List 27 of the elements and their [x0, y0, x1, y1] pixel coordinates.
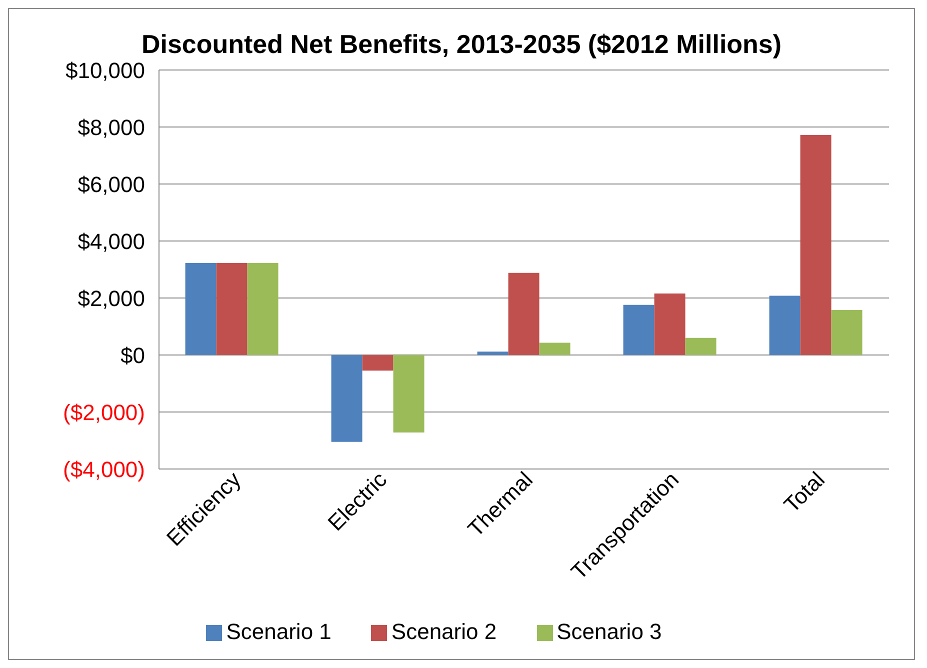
- chart-title: Discounted Net Benefits, 2013-2035 ($2012 Millions): [140, 29, 783, 60]
- legend-label: Scenario 3: [556, 619, 662, 644]
- bar: [247, 262, 278, 355]
- y-tick-label: $10,000: [65, 58, 145, 83]
- bar: [800, 134, 832, 355]
- legend-label: Scenario 2: [391, 619, 497, 644]
- bar: [393, 355, 424, 433]
- y-tick-label: ($4,000): [63, 457, 145, 482]
- y-tick-label: $2,000: [78, 286, 145, 311]
- bar: [831, 310, 862, 355]
- bar: [685, 338, 716, 355]
- bar: [362, 355, 394, 371]
- bar: [539, 342, 570, 355]
- y-tick-label: $6,000: [78, 172, 145, 197]
- bar: [654, 293, 686, 355]
- y-tick-label: $4,000: [78, 229, 145, 254]
- y-tick-label: $8,000: [78, 115, 145, 140]
- bar: [769, 296, 800, 355]
- bar: [216, 262, 248, 355]
- bar: [477, 352, 508, 355]
- y-tick-label: $0: [120, 343, 145, 368]
- bar: [331, 355, 362, 442]
- y-tick-label: ($2,000): [63, 400, 145, 425]
- bar: [185, 262, 216, 355]
- bar: [508, 272, 540, 355]
- bar: [623, 304, 654, 355]
- legend-label: Scenario 1: [226, 619, 332, 644]
